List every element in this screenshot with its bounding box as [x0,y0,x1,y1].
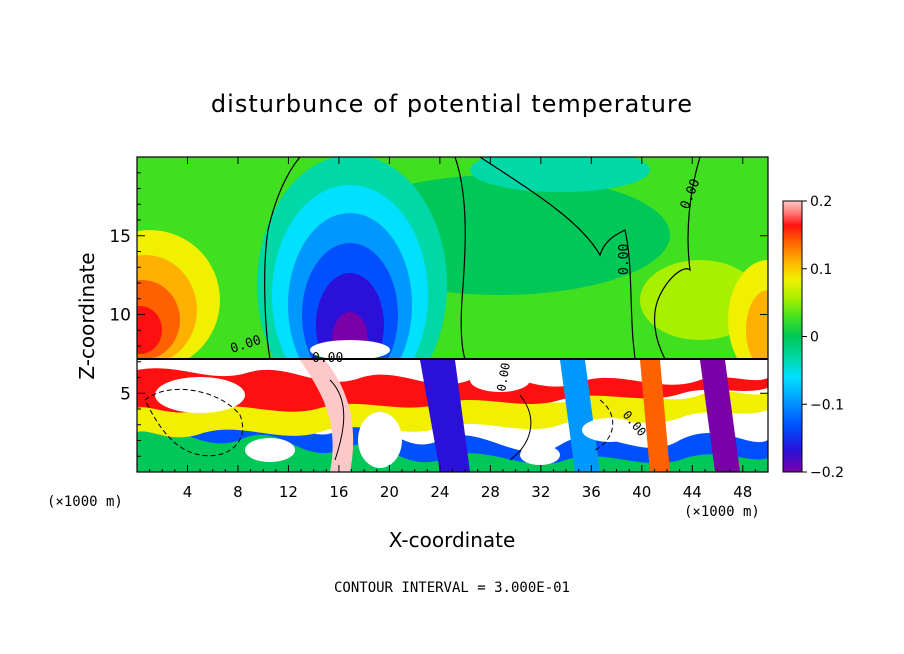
warm-region-left [137,306,162,354]
contour-label: 0.00 [617,244,632,275]
x-tick-label: 12 [279,483,298,501]
warm-region-right [746,290,768,370]
turbulent-band [137,426,768,472]
colorbar-ticks: 0.2 0.1 0 −0.1 −0.2 [802,194,844,481]
chart-title: disturbunce of potential temperature [211,90,693,118]
turbulent-band [420,360,470,472]
zero-contour [144,388,244,457]
x-tick-label: 20 [380,483,399,501]
zero-contour [479,157,636,360]
x-tick-label: 4 [183,483,193,501]
turbulent-band [560,360,600,472]
turbulent-layer [137,358,768,472]
x-tick-label: 8 [233,483,243,501]
plot-field [137,157,768,472]
x-tick-label: 48 [733,483,752,501]
turbulent-patch [155,377,245,413]
turbulent-patch [245,438,295,462]
x-tick-label: 36 [582,483,601,501]
turbulent-patch [470,368,530,392]
x-tick-label: 24 [430,483,449,501]
turbulent-band [700,360,740,472]
x-tick-label: 40 [632,483,651,501]
x-axis: 4 8 12 16 20 24 28 32 36 40 44 48 [149,157,756,501]
x-tick-label: 32 [531,483,550,501]
colorbar-tick-label: 0 [810,330,819,346]
zero-contour [654,157,701,360]
y-axis: 5 10 15 [109,172,768,457]
zero-contour [264,157,301,360]
y-axis-label: Z-coordinate [75,252,99,379]
x-tick-label: 44 [683,483,702,501]
colorbar-tick-label: −0.2 [810,465,844,481]
y-tick-label: 15 [109,227,131,247]
y-tick-label: 5 [120,384,131,404]
turbulent-band [640,360,670,472]
colorbar-tick-label: −0.1 [810,397,844,413]
x-tick-label: 28 [481,483,500,501]
x-tick-label: 16 [329,483,348,501]
y-tick-label: 10 [109,306,131,326]
colorbar [782,200,803,473]
turbulent-patch [520,445,560,465]
contour-label: 0.00 [494,362,513,393]
zero-contour [454,157,466,360]
x-axis-label: X-coordinate [389,528,516,552]
upper-field-region [470,157,650,192]
x-unit-right: (×1000 m) [684,504,760,520]
zero-contour [509,394,532,461]
contour-interval-note: CONTOUR INTERVAL = 3.000E-01 [334,580,570,596]
turbulent-patch [358,412,402,468]
cold-plume-top [310,340,390,360]
contour-label: 0.00 [312,351,343,366]
zero-contour [329,379,345,461]
colorbar-tick-label: 0.1 [810,262,832,278]
turbulent-patch [582,418,638,442]
colorbar-tick-label: 0.2 [810,194,832,210]
x-unit-left: (×1000 m) [47,494,123,510]
